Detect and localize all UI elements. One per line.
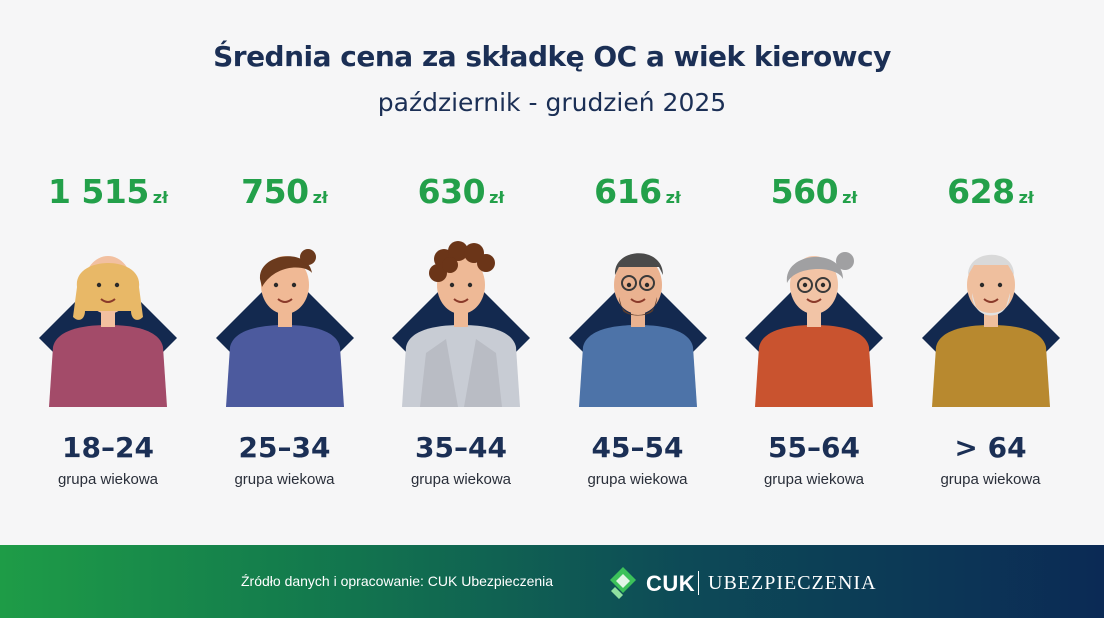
price-amount: 560 — [770, 172, 839, 211]
age-group-columns: 1 515 zł 18–24 grupa wiekowa 750 zł 25–34 gru… — [23, 0, 1076, 545]
price-unit: zł — [665, 188, 681, 207]
age-range: 55–64 — [768, 431, 860, 464]
footer-bar: Źródło danych i opracowanie: CUK Ubezpie… — [0, 545, 1104, 618]
price-amount: 1 515 — [47, 172, 149, 211]
price-label: 560 zł — [729, 172, 899, 211]
price-amount: 750 — [241, 172, 309, 211]
young-man-icon — [215, 249, 354, 407]
price-label: 628 zł — [906, 172, 1076, 211]
young-woman-icon — [39, 256, 177, 407]
price-label: 1 515 zł — [23, 172, 193, 211]
price-amount: 616 — [594, 172, 662, 211]
age-group-column: 616 zł 45–54 grupa wiekowa — [553, 0, 723, 545]
age-group-label: grupa wiekowa — [410, 471, 512, 488]
bearded-man-glasses-icon — [568, 253, 707, 407]
price-unit: zł — [842, 188, 858, 207]
age-group-label: grupa wiekowa — [57, 471, 159, 488]
age-group-label: grupa wiekowa — [587, 471, 688, 488]
price-unit: zł — [1018, 188, 1034, 207]
age-range: 35–44 — [415, 431, 507, 464]
age-group-column: 750 zł 25–34 grupa wiekowa — [200, 0, 370, 545]
senior-man-icon — [921, 254, 1060, 407]
price-unit: zł — [152, 188, 169, 207]
age-range: 25–34 — [238, 431, 331, 464]
age-range: 18–24 — [62, 431, 154, 464]
price-amount: 630 — [417, 172, 486, 211]
age-group-column: 628 zł > 64 grupa wiekowa — [906, 0, 1076, 545]
price-label: 750 zł — [200, 172, 370, 211]
logo-cuk-text: CUK — [646, 571, 696, 596]
price-amount: 628 — [947, 172, 1015, 211]
age-group-label: grupa wiekowa — [940, 471, 1041, 488]
age-group-column: 1 515 zł 18–24 grupa wiekowa — [23, 0, 193, 545]
page-subtitle: październik - grudzień 2025 — [377, 88, 727, 117]
age-range: 45–54 — [591, 431, 684, 464]
older-woman-glasses-icon — [745, 252, 883, 407]
price-unit: zł — [489, 188, 505, 207]
age-group-label: grupa wiekowa — [763, 471, 865, 488]
age-group-column: 630 zł 35–44 grupa wiekowa — [376, 0, 546, 545]
age-range: > 64 — [954, 431, 1027, 464]
page-title: Średnia cena za składkę OC a wiek kierow… — [213, 40, 891, 73]
logo-divider — [698, 571, 699, 595]
woman-blazer-icon — [392, 241, 530, 407]
age-group-column: 560 zł 55–64 grupa wiekowa — [729, 0, 899, 545]
cuk-logo-icon — [610, 567, 636, 599]
logo-ubezpieczenia-text: UBEZPIECZENIA — [708, 572, 877, 594]
source-note: Źródło danych i opracowanie: CUK Ubezpie… — [241, 573, 554, 589]
price-label: 616 zł — [553, 172, 723, 211]
age-group-label: grupa wiekowa — [234, 471, 335, 488]
price-label: 630 zł — [376, 172, 546, 211]
price-unit: zł — [312, 188, 328, 207]
